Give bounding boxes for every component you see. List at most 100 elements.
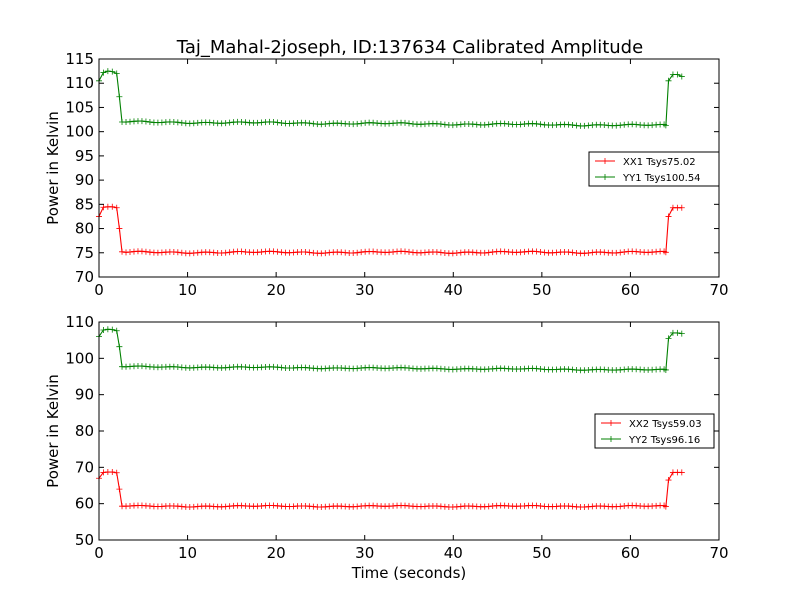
data-point <box>116 225 123 232</box>
data-point <box>306 249 313 256</box>
data-point <box>142 118 149 125</box>
data-point <box>678 469 685 476</box>
data-point <box>113 469 120 476</box>
data-point <box>109 326 116 333</box>
x-tick-label: 0 <box>94 281 104 299</box>
data-point <box>633 121 640 128</box>
data-point <box>489 121 496 128</box>
data-point <box>116 343 123 350</box>
data-point <box>142 248 149 255</box>
data-point <box>127 249 133 255</box>
x-tick-label: 40 <box>444 281 463 299</box>
data-point <box>322 250 329 257</box>
data-point <box>406 248 412 255</box>
data-point <box>116 486 123 493</box>
data-point <box>190 250 197 257</box>
series-line <box>98 471 682 508</box>
y-tick-label: 70 <box>75 268 94 286</box>
data-point <box>178 249 185 256</box>
data-point <box>621 248 628 255</box>
data-point <box>665 477 672 484</box>
top-subplot: 0 10 20 30 40 50 60 70 70 75 80 85 90 95 100 105 110 115 P… <box>44 50 729 299</box>
y-tick-label: 90 <box>75 386 94 404</box>
data-point <box>437 121 444 128</box>
data-point <box>537 248 544 255</box>
y-tick-label: 100 <box>65 123 94 141</box>
data-point <box>485 121 492 128</box>
legend-marker <box>608 436 614 442</box>
data-point <box>453 121 460 128</box>
data-point <box>178 119 185 126</box>
data-point <box>306 120 313 127</box>
y-axis-label: Power in Kelvin <box>44 111 62 225</box>
data-point <box>310 120 317 127</box>
data-point <box>569 249 576 256</box>
x-tick-label: 60 <box>621 281 640 299</box>
x-tick-label: 70 <box>709 544 728 562</box>
data-point <box>358 120 365 127</box>
data-point <box>617 122 624 129</box>
data-point <box>406 365 412 372</box>
y-tick-label: 75 <box>75 244 94 262</box>
series-line <box>98 70 683 127</box>
data-point <box>453 250 460 257</box>
data-point <box>537 121 544 128</box>
x-tick-label: 10 <box>178 544 197 562</box>
data-point <box>662 122 669 129</box>
data-point <box>322 121 329 128</box>
series-line <box>98 206 682 254</box>
legend-marker <box>602 174 608 180</box>
data-point <box>406 120 412 127</box>
data-point <box>258 248 265 255</box>
legend-label: YY1 Tsys100.54 <box>622 173 701 184</box>
data-point <box>113 204 120 211</box>
legend-marker <box>602 158 608 164</box>
data-point <box>662 366 669 373</box>
x-tick-label: 30 <box>355 544 374 562</box>
x-tick-label: 10 <box>178 281 197 299</box>
y-tick-label: 50 <box>75 531 94 549</box>
x-tick-label: 40 <box>444 544 463 562</box>
y-tick-label: 60 <box>75 495 94 513</box>
data-point <box>674 71 681 78</box>
series-xx <box>96 203 685 257</box>
data-point <box>222 120 229 127</box>
data-point <box>146 119 153 126</box>
data-point <box>274 119 281 126</box>
data-point <box>100 204 107 211</box>
y-tick-label: 80 <box>75 422 94 440</box>
data-point <box>146 249 153 256</box>
y-axis-label: Power in Kelvin <box>44 374 62 488</box>
x-tick-label: 0 <box>94 544 104 562</box>
chart-title: Taj_Mahal-2joseph, ID:137634 Calibrated … <box>176 37 643 58</box>
legend-label: XX1 Tsys75.02 <box>623 157 696 168</box>
data-point <box>585 249 592 256</box>
legend: XX2 Tsys59.03 YY2 Tsys96.16 <box>594 413 715 449</box>
data-point <box>489 249 496 256</box>
data-point <box>113 327 120 334</box>
data-point <box>569 122 576 129</box>
y-tick-label: 85 <box>75 195 94 213</box>
data-point <box>402 119 409 126</box>
series-line <box>98 328 682 371</box>
data-point <box>665 213 672 220</box>
y-tick-label: 70 <box>75 458 94 476</box>
data-point <box>127 118 133 125</box>
y-tick-label: 80 <box>75 220 94 238</box>
legend-box <box>594 413 715 449</box>
data-point <box>565 249 572 256</box>
data-point <box>109 203 116 210</box>
data-point <box>116 93 123 100</box>
data-point <box>100 326 107 333</box>
data-point <box>402 248 409 255</box>
y-tick-label: 95 <box>75 147 94 165</box>
data-point <box>665 335 672 342</box>
bottom-subplot: 0 10 20 30 40 50 60 70 50 60 70 80 90 100 110 Power in … <box>44 313 729 582</box>
data-point <box>113 70 120 77</box>
data-point <box>533 248 540 255</box>
y-tick-label: 90 <box>75 171 94 189</box>
y-tick-label: 100 <box>65 349 94 367</box>
legend-marker <box>608 420 614 426</box>
legend-label: XX2 Tsys59.03 <box>629 419 702 430</box>
data-point <box>358 249 365 256</box>
